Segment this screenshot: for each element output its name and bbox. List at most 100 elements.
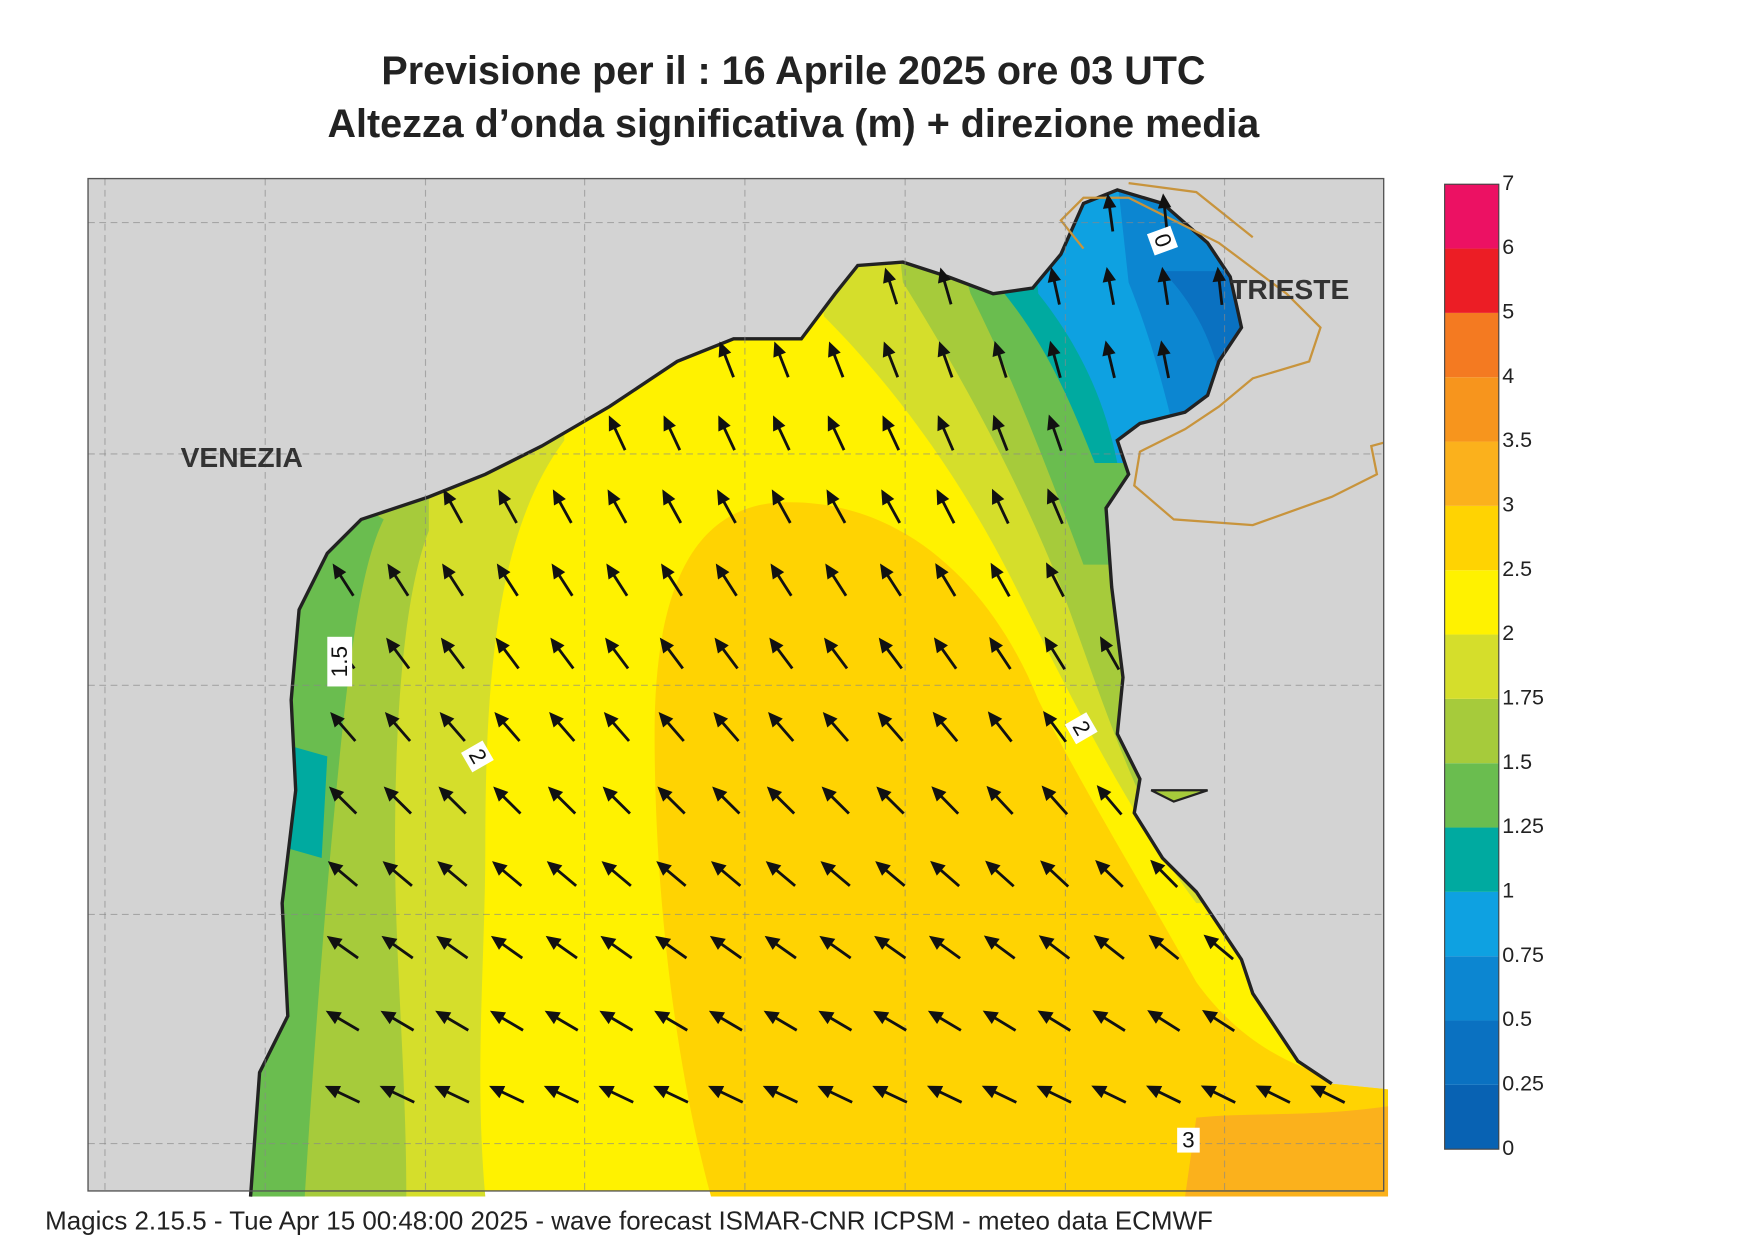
arrow-head: [1036, 1085, 1053, 1099]
arrow-head: [713, 712, 729, 728]
arrow-head: [653, 1085, 670, 1099]
arrow-head: [1047, 414, 1061, 431]
contour-label: 2: [461, 740, 494, 773]
arrow-head: [326, 935, 343, 950]
arrow-head: [1157, 193, 1172, 209]
place-label: TRIESTE: [1230, 273, 1349, 305]
arrow-head: [987, 711, 1003, 728]
arrow-head: [770, 563, 785, 580]
arrow-head: [1047, 267, 1061, 283]
colorbar-label: 5: [1502, 300, 1514, 324]
arrow-head: [718, 415, 731, 432]
arrow-head: [1310, 1085, 1327, 1099]
colorbar-label: 3.5: [1502, 428, 1532, 452]
arrow-head: [495, 637, 510, 654]
arrow-head: [986, 785, 1002, 802]
colorbar-swatch: [1444, 634, 1499, 699]
arrow-head: [714, 637, 729, 654]
arrow-head: [882, 415, 895, 432]
arrow-head: [821, 786, 837, 802]
arrow-head: [552, 489, 566, 506]
colorbar-label: 0.5: [1502, 1007, 1532, 1031]
arrow-head: [990, 562, 1004, 579]
arrow-head: [932, 711, 948, 728]
colorbar-swatch: [1444, 505, 1499, 571]
coastline: [248, 188, 1333, 1197]
arrow-head: [1212, 266, 1227, 283]
contour-label: 1.5: [327, 636, 353, 687]
arrow-head: [1102, 193, 1117, 209]
arrow-head: [935, 563, 949, 580]
arrow-head: [496, 563, 511, 580]
arrow-head: [605, 637, 620, 654]
arrow-head: [880, 563, 894, 580]
arrow-head: [718, 341, 732, 358]
footer: Magics 2.15.5 - Tue Apr 15 00:48:00 2025…: [45, 1207, 1213, 1235]
arrow-head: [607, 489, 621, 506]
arrow-head: [927, 1010, 944, 1025]
arrow-head: [875, 861, 891, 876]
place-label: VENEZIA: [181, 441, 303, 473]
arrow-head: [657, 786, 673, 802]
contour-label-text: 1.5: [327, 646, 352, 677]
arrow-head: [434, 1085, 451, 1099]
arrow-head: [768, 712, 783, 728]
arrow-head: [992, 414, 1005, 431]
arrow-head: [989, 636, 1003, 653]
arrow-head: [1040, 860, 1056, 876]
arrow-head: [659, 637, 675, 654]
arrow-head: [662, 489, 676, 506]
colorbar-swatch: [1444, 763, 1499, 828]
arrow-head: [546, 861, 563, 876]
arrow-head: [717, 489, 731, 506]
colorbar-swatch: [1444, 891, 1499, 957]
arrow-head: [600, 935, 617, 950]
arrow-head: [386, 637, 401, 654]
arrow-head: [710, 861, 727, 876]
arrow-head: [930, 860, 946, 876]
arrow-head: [1038, 935, 1055, 950]
arrow-head: [1091, 1085, 1108, 1099]
arrow-head: [442, 563, 456, 580]
arrow-head: [490, 935, 507, 950]
colorbar-frame: [1444, 183, 1500, 1150]
arrow-head: [937, 267, 951, 284]
arrow-head: [933, 637, 948, 654]
arrow-head: [1043, 710, 1058, 727]
colorbar-label: 0.75: [1502, 943, 1544, 967]
arrow-head: [926, 1085, 944, 1099]
colorbar-label: 7: [1502, 171, 1514, 195]
arrow-head: [1102, 266, 1116, 283]
arrow-head: [1095, 860, 1111, 876]
border-line: [1059, 196, 1384, 527]
arrow-head: [384, 712, 400, 728]
arrow-head: [492, 861, 508, 876]
arrow-head: [928, 935, 945, 950]
arrow-head: [327, 861, 344, 876]
contour-label-bg: [1064, 712, 1098, 745]
title-line-2: Altezza d’onda significativa (m) + direz…: [328, 102, 1261, 146]
wave-direction-arrows: [324, 193, 1346, 1104]
arrow-head: [709, 935, 726, 950]
arrow-head: [873, 1010, 890, 1025]
arrow-head: [551, 563, 566, 580]
arrow-head: [601, 861, 618, 876]
arrow-head: [931, 786, 947, 802]
arrow-head: [878, 637, 893, 654]
contour-label-bg: [461, 740, 494, 773]
arrow-head: [881, 489, 895, 506]
arrow-head: [437, 861, 453, 876]
arrow-head: [330, 712, 345, 728]
arrow-head: [602, 786, 618, 802]
arrow-head: [655, 935, 672, 950]
arrow-head: [654, 1010, 671, 1025]
arrow-head: [550, 637, 565, 654]
arrow-head: [715, 563, 730, 580]
arrow-head: [1157, 340, 1171, 357]
arrow-head: [379, 1085, 396, 1099]
arrow-head: [825, 563, 839, 580]
arrow-head: [982, 1010, 999, 1024]
arrow-head: [544, 1010, 561, 1025]
arrow-head: [543, 1085, 560, 1099]
